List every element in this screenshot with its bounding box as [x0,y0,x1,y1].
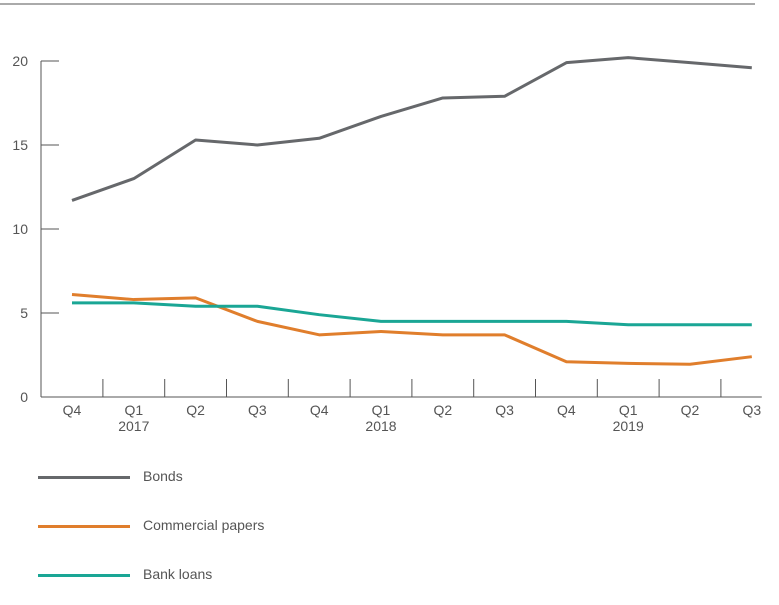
x-tick-label: Q4 [557,402,576,418]
x-tick-label: Q4 [310,402,329,418]
axes [40,60,762,398]
x-year-label: 2019 [613,418,644,434]
y-tick-label: 15 [12,137,28,153]
x-tick-label: Q1 [124,402,143,418]
series-line-bank-loans [72,301,752,327]
legend-swatch-bonds [38,476,130,479]
x-tick-label: Q3 [495,402,514,418]
x-tick-label: Q3 [742,402,761,418]
legend-label-bonds: Bonds [143,468,183,484]
x-year-label: 2018 [365,418,396,434]
x-year-label: 2017 [118,418,149,434]
x-tick-label: Q2 [433,402,452,418]
legend-swatch-commercial-papers [38,525,130,528]
y-tick-label: 0 [20,389,28,405]
x-tick-label: Q1 [619,402,638,418]
series-line-bonds [71,56,752,202]
y-tick-label: 10 [12,221,28,237]
legend-label-bank-loans: Bank loans [143,566,213,582]
legend-label-commercial-papers: Commercial papers [143,517,265,533]
series-lines [71,56,752,366]
legend-item-commercial-papers[interactable]: Commercial papers [38,507,438,556]
y-tick-label: 5 [20,305,28,321]
legend-item-bank-loans[interactable]: Bank loans [38,556,438,605]
series-line-commercial-papers [71,293,752,366]
x-tick-label: Q2 [186,402,205,418]
x-tick-label: Q1 [372,402,391,418]
legend-swatch-bank-loans [38,574,130,577]
x-tick-label: Q4 [63,402,82,418]
y-tick-label: 20 [12,53,28,69]
legend: Bonds Commercial papers Bank loans [38,458,438,605]
x-tick-label: Q3 [248,402,267,418]
x-tick-label: Q2 [681,402,700,418]
legend-item-bonds[interactable]: Bonds [38,458,438,507]
